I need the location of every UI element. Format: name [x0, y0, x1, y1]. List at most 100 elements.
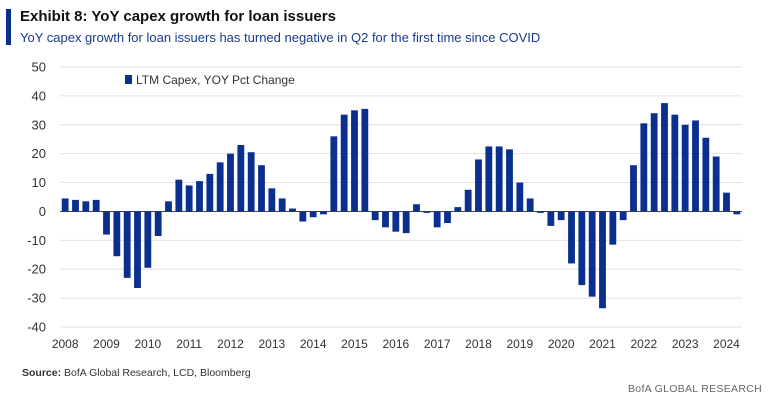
bar — [568, 211, 575, 264]
bar — [681, 124, 689, 212]
bar — [175, 179, 183, 212]
bar — [278, 198, 286, 212]
y-tick-label: -10 — [27, 233, 46, 248]
bar — [702, 137, 710, 212]
bar — [340, 114, 348, 212]
y-tick-label: -30 — [27, 291, 46, 306]
bar — [537, 211, 544, 213]
legend-label: LTM Capex, YOY Pct Change — [136, 73, 295, 87]
bar — [165, 201, 172, 212]
bar — [144, 211, 152, 268]
bar — [661, 103, 668, 212]
x-tick-label: 2009 — [93, 337, 120, 351]
bar — [216, 162, 224, 212]
x-tick-label: 2018 — [465, 337, 492, 351]
bar — [330, 136, 338, 212]
bar — [351, 110, 358, 212]
bar — [444, 211, 451, 223]
x-tick-label: 2008 — [52, 337, 79, 351]
bar — [185, 185, 193, 212]
y-tick-label: 30 — [32, 117, 46, 132]
bar — [692, 120, 699, 212]
bar — [475, 159, 482, 212]
bar — [454, 207, 462, 212]
bar — [640, 123, 648, 212]
bar — [289, 208, 296, 212]
bar — [557, 211, 565, 221]
bar — [123, 211, 131, 278]
x-tick-label: 2010 — [134, 337, 161, 351]
y-tick-label: 50 — [32, 60, 46, 75]
accent-bar — [6, 9, 11, 45]
x-tick-label: 2023 — [672, 337, 699, 351]
bar — [258, 165, 265, 212]
x-tick-label: 2014 — [300, 337, 327, 351]
y-tick-label: 20 — [32, 146, 46, 161]
bar — [134, 211, 141, 288]
x-tick-label: 2022 — [630, 337, 657, 351]
bar — [712, 156, 720, 212]
bar — [154, 211, 162, 236]
bar — [113, 211, 121, 257]
bar — [495, 146, 503, 212]
bar — [516, 182, 524, 212]
x-tick-label: 2024 — [713, 337, 740, 351]
bar — [609, 211, 617, 245]
x-tick-label: 2015 — [341, 337, 368, 351]
bar — [227, 153, 234, 212]
x-tick-label: 2017 — [424, 337, 451, 351]
bar — [371, 211, 379, 221]
bar — [433, 211, 441, 228]
bar — [506, 149, 513, 212]
source-label: Source: — [22, 367, 62, 379]
bar — [733, 211, 741, 215]
exhibit-subtitle: YoY capex growth for loan issuers has tu… — [20, 30, 541, 45]
bar — [464, 189, 472, 212]
bar — [382, 211, 389, 228]
bar — [247, 152, 255, 212]
source-text: BofA Global Research, LCD, Bloomberg — [64, 367, 251, 379]
bar — [299, 211, 307, 222]
bar — [402, 211, 410, 234]
bar — [485, 146, 493, 212]
bar — [206, 173, 214, 212]
footer-brand: BofA GLOBAL RESEARCH — [628, 383, 762, 395]
x-tick-label: 2016 — [382, 337, 409, 351]
y-tick-label: 40 — [32, 88, 46, 103]
bar — [392, 211, 400, 232]
x-tick-label: 2013 — [258, 337, 285, 351]
bar — [578, 211, 586, 286]
bar — [588, 211, 596, 297]
bar — [237, 145, 245, 212]
bar — [196, 181, 203, 212]
y-tick-label: -20 — [27, 262, 46, 277]
legend-swatch — [125, 75, 132, 84]
bar — [361, 108, 369, 212]
y-tick-label: -40 — [27, 320, 46, 335]
x-tick-label: 2021 — [589, 337, 616, 351]
bar — [92, 199, 100, 212]
bar — [320, 211, 327, 215]
y-tick-label: 10 — [32, 175, 46, 190]
exhibit-title: Exhibit 8: YoY capex growth for loan iss… — [20, 8, 336, 25]
x-tick-label: 2012 — [217, 337, 244, 351]
bar — [103, 211, 110, 235]
bar — [309, 211, 317, 218]
x-tick-label: 2011 — [176, 337, 202, 351]
bar — [671, 114, 679, 212]
bar — [723, 192, 730, 212]
bar — [619, 211, 627, 221]
bar — [72, 199, 79, 212]
x-tick-label: 2020 — [548, 337, 575, 351]
bar — [526, 198, 534, 212]
bar — [82, 201, 90, 212]
bar — [547, 211, 555, 226]
source-note: Source: BofA Global Research, LCD, Bloom… — [22, 367, 251, 379]
y-tick-label: 0 — [39, 204, 46, 219]
bar — [413, 204, 420, 212]
bar — [423, 211, 431, 213]
bar — [599, 211, 606, 309]
bar — [61, 198, 69, 212]
x-tick-label: 2019 — [506, 337, 533, 351]
